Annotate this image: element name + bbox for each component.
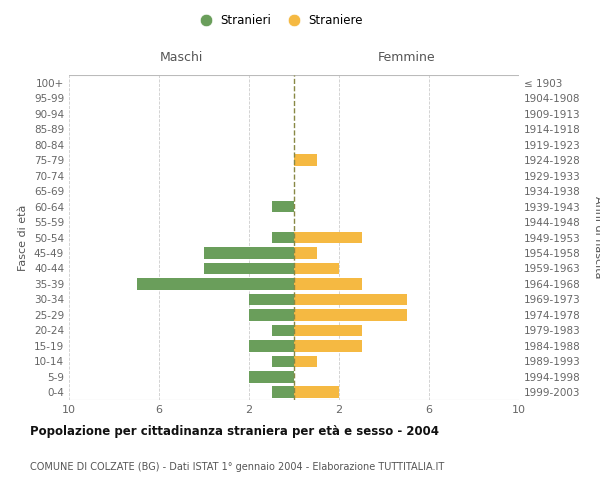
Bar bbox=[137, 278, 294, 289]
Bar bbox=[294, 356, 317, 367]
Text: Femmine: Femmine bbox=[377, 51, 436, 64]
Bar bbox=[294, 386, 339, 398]
Bar bbox=[271, 232, 294, 243]
Text: Maschi: Maschi bbox=[160, 51, 203, 64]
Legend: Stranieri, Straniere: Stranieri, Straniere bbox=[198, 11, 366, 31]
Bar bbox=[294, 309, 407, 320]
Bar bbox=[294, 324, 361, 336]
Bar bbox=[271, 386, 294, 398]
Bar bbox=[249, 371, 294, 382]
Text: COMUNE DI COLZATE (BG) - Dati ISTAT 1° gennaio 2004 - Elaborazione TUTTITALIA.IT: COMUNE DI COLZATE (BG) - Dati ISTAT 1° g… bbox=[30, 462, 444, 472]
Y-axis label: Fasce di età: Fasce di età bbox=[19, 204, 28, 270]
Text: Popolazione per cittadinanza straniera per età e sesso - 2004: Popolazione per cittadinanza straniera p… bbox=[30, 425, 439, 438]
Bar bbox=[294, 247, 317, 259]
Bar bbox=[294, 278, 361, 289]
Bar bbox=[204, 262, 294, 274]
Bar bbox=[271, 324, 294, 336]
Bar bbox=[271, 356, 294, 367]
Bar bbox=[249, 294, 294, 305]
Bar bbox=[204, 247, 294, 259]
Bar bbox=[249, 309, 294, 320]
Y-axis label: Anni di nascita: Anni di nascita bbox=[593, 196, 600, 279]
Bar bbox=[294, 294, 407, 305]
Bar bbox=[294, 340, 361, 351]
Bar bbox=[249, 340, 294, 351]
Bar bbox=[294, 262, 339, 274]
Bar bbox=[294, 154, 317, 166]
Bar bbox=[294, 232, 361, 243]
Bar bbox=[271, 200, 294, 212]
